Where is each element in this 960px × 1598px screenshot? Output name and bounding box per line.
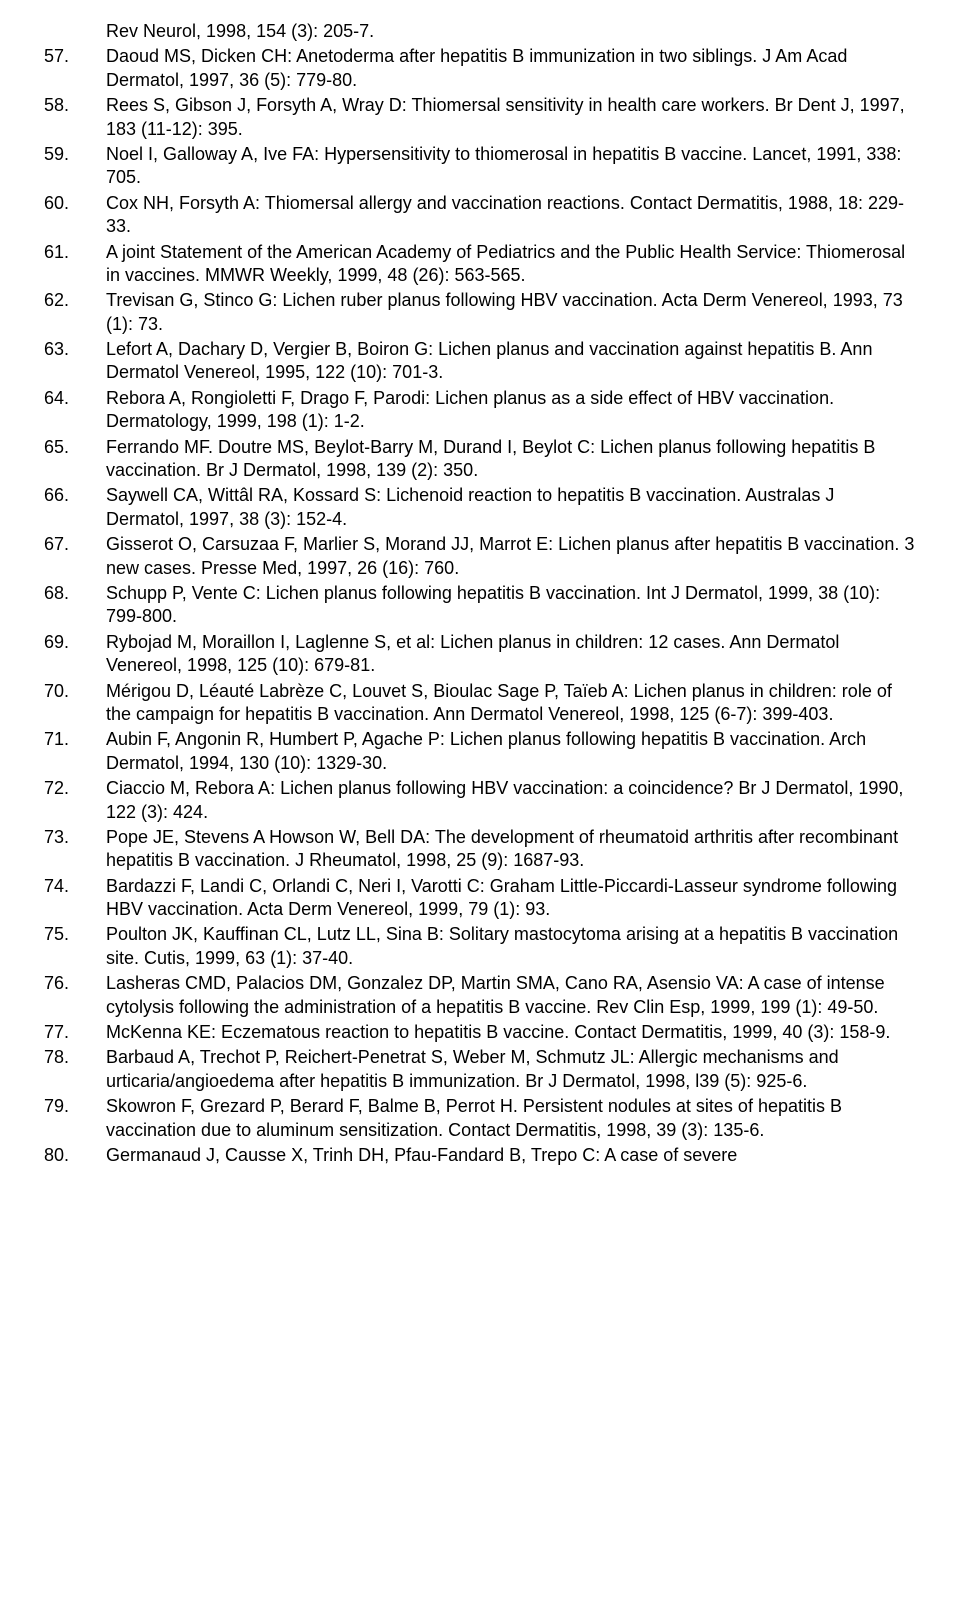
reference-text: Cox NH, Forsyth A: Thiomersal allergy an… [106, 192, 916, 239]
reference-number: 73. [44, 826, 106, 873]
reference-list: Rev Neurol, 1998, 154 (3): 205-7. 57.Dao… [44, 20, 916, 1167]
reference-text: Skowron F, Grezard P, Berard F, Balme B,… [106, 1095, 916, 1142]
reference-item: 78.Barbaud A, Trechot P, Reichert-Penetr… [44, 1046, 916, 1093]
reference-text: Mérigou D, Léauté Labrèze C, Louvet S, B… [106, 680, 916, 727]
reference-number: 58. [44, 94, 106, 141]
reference-item: 66.Saywell CA, Wittâl RA, Kossard S: Lic… [44, 484, 916, 531]
reference-number: 69. [44, 631, 106, 678]
reference-text: Rebora A, Rongioletti F, Drago F, Parodi… [106, 387, 916, 434]
reference-number: 63. [44, 338, 106, 385]
reference-number: 62. [44, 289, 106, 336]
reference-item: 64.Rebora A, Rongioletti F, Drago F, Par… [44, 387, 916, 434]
reference-item: 68.Schupp P, Vente C: Lichen planus foll… [44, 582, 916, 629]
reference-number: 78. [44, 1046, 106, 1093]
reference-text: Ferrando MF. Doutre MS, Beylot-Barry M, … [106, 436, 916, 483]
reference-text: Noel I, Galloway A, Ive FA: Hypersensiti… [106, 143, 916, 190]
reference-text: Lasheras CMD, Palacios DM, Gonzalez DP, … [106, 972, 916, 1019]
reference-number: 68. [44, 582, 106, 629]
reference-text: McKenna KE: Eczematous reaction to hepat… [106, 1021, 916, 1044]
reference-item: 74.Bardazzi F, Landi C, Orlandi C, Neri … [44, 875, 916, 922]
reference-number: 66. [44, 484, 106, 531]
continuation-text: Rev Neurol, 1998, 154 (3): 205-7. [106, 20, 916, 43]
reference-text: Daoud MS, Dicken CH: Anetoderma after he… [106, 45, 916, 92]
reference-item: 61.A joint Statement of the American Aca… [44, 241, 916, 288]
reference-text: Rybojad M, Moraillon I, Laglenne S, et a… [106, 631, 916, 678]
reference-number: 76. [44, 972, 106, 1019]
reference-number: 64. [44, 387, 106, 434]
reference-number: 61. [44, 241, 106, 288]
reference-item: 58.Rees S, Gibson J, Forsyth A, Wray D: … [44, 94, 916, 141]
reference-item: 59.Noel I, Galloway A, Ive FA: Hypersens… [44, 143, 916, 190]
reference-text: Trevisan G, Stinco G: Lichen ruber planu… [106, 289, 916, 336]
reference-number: 57. [44, 45, 106, 92]
reference-number: 71. [44, 728, 106, 775]
reference-item: 73.Pope JE, Stevens A Howson W, Bell DA:… [44, 826, 916, 873]
reference-text: Lefort A, Dachary D, Vergier B, Boiron G… [106, 338, 916, 385]
reference-item: 65.Ferrando MF. Doutre MS, Beylot-Barry … [44, 436, 916, 483]
reference-number: 75. [44, 923, 106, 970]
reference-item: 80.Germanaud J, Causse X, Trinh DH, Pfau… [44, 1144, 916, 1167]
reference-number: 80. [44, 1144, 106, 1167]
reference-text: A joint Statement of the American Academ… [106, 241, 916, 288]
reference-item: 76.Lasheras CMD, Palacios DM, Gonzalez D… [44, 972, 916, 1019]
reference-number: 79. [44, 1095, 106, 1142]
reference-number: 65. [44, 436, 106, 483]
reference-number: 67. [44, 533, 106, 580]
reference-text: Germanaud J, Causse X, Trinh DH, Pfau-Fa… [106, 1144, 916, 1167]
reference-text: Schupp P, Vente C: Lichen planus followi… [106, 582, 916, 629]
reference-number: 74. [44, 875, 106, 922]
reference-text: Barbaud A, Trechot P, Reichert-Penetrat … [106, 1046, 916, 1093]
reference-item: 77.McKenna KE: Eczematous reaction to he… [44, 1021, 916, 1044]
reference-text: Poulton JK, Kauffinan CL, Lutz LL, Sina … [106, 923, 916, 970]
reference-item: 60.Cox NH, Forsyth A: Thiomersal allergy… [44, 192, 916, 239]
reference-text: Pope JE, Stevens A Howson W, Bell DA: Th… [106, 826, 916, 873]
reference-item: 72.Ciaccio M, Rebora A: Lichen planus fo… [44, 777, 916, 824]
reference-text: Aubin F, Angonin R, Humbert P, Agache P:… [106, 728, 916, 775]
reference-item: 71.Aubin F, Angonin R, Humbert P, Agache… [44, 728, 916, 775]
reference-item: 62.Trevisan G, Stinco G: Lichen ruber pl… [44, 289, 916, 336]
reference-text: Saywell CA, Wittâl RA, Kossard S: Lichen… [106, 484, 916, 531]
reference-number: 72. [44, 777, 106, 824]
reference-text: Ciaccio M, Rebora A: Lichen planus follo… [106, 777, 916, 824]
reference-item: 63.Lefort A, Dachary D, Vergier B, Boiro… [44, 338, 916, 385]
reference-number: 60. [44, 192, 106, 239]
reference-item: 75.Poulton JK, Kauffinan CL, Lutz LL, Si… [44, 923, 916, 970]
reference-item: 67.Gisserot O, Carsuzaa F, Marlier S, Mo… [44, 533, 916, 580]
reference-number: 59. [44, 143, 106, 190]
reference-text: Gisserot O, Carsuzaa F, Marlier S, Moran… [106, 533, 916, 580]
reference-number: 77. [44, 1021, 106, 1044]
reference-item: 79.Skowron F, Grezard P, Berard F, Balme… [44, 1095, 916, 1142]
reference-item: 69.Rybojad M, Moraillon I, Laglenne S, e… [44, 631, 916, 678]
reference-item: 57.Daoud MS, Dicken CH: Anetoderma after… [44, 45, 916, 92]
reference-number: 70. [44, 680, 106, 727]
reference-item: 70.Mérigou D, Léauté Labrèze C, Louvet S… [44, 680, 916, 727]
reference-text: Bardazzi F, Landi C, Orlandi C, Neri I, … [106, 875, 916, 922]
reference-text: Rees S, Gibson J, Forsyth A, Wray D: Thi… [106, 94, 916, 141]
